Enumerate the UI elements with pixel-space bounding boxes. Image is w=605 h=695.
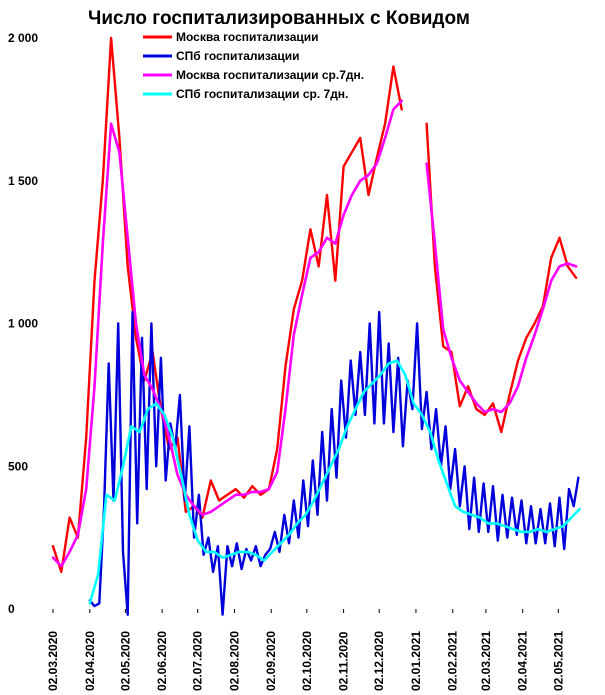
- legend-label: Москва госпитализации ср.7дн.: [176, 68, 364, 82]
- x-tick-label: 02.12.2020: [372, 631, 386, 691]
- x-tick-label: 02.10.2020: [300, 631, 314, 691]
- x-tick-label: 02.01.2021: [409, 631, 423, 691]
- series-line: [51, 36, 403, 574]
- x-tick-label: 02.03.2020: [46, 631, 60, 691]
- series-line: [51, 99, 404, 568]
- chart-title: Число госпитализированных с Ковидом: [88, 8, 470, 29]
- y-tick-label: 1 500: [8, 174, 38, 188]
- x-tick-label: 02.04.2020: [83, 631, 97, 691]
- x-tick-label: 02.09.2020: [264, 631, 278, 691]
- x-tick-label: 02.11.2020: [337, 631, 351, 691]
- y-tick-label: 0: [8, 602, 15, 616]
- series-line: [88, 359, 581, 605]
- legend-label: СПб госпитализации: [176, 49, 300, 63]
- series-line: [425, 162, 578, 414]
- series-3: [88, 359, 581, 605]
- series-2: [51, 99, 578, 568]
- x-axis: 02.03.2020 02.04.2020 02.05.2020 02.06.2020…: [46, 609, 565, 691]
- x-tick-label: 02.04.2021: [516, 631, 530, 691]
- series-line: [88, 310, 580, 616]
- legend: Москва госпитализации СПб госпитализации М…: [143, 30, 364, 101]
- y-tick-label: 500: [8, 459, 28, 473]
- legend-label: Москва госпитализации: [176, 30, 319, 44]
- y-axis: 0 500 1 000 1 500 2 000: [8, 31, 38, 616]
- series-layer: [51, 36, 581, 616]
- x-tick-label: 02.03.2021: [479, 631, 493, 691]
- legend-label: СПб госпитализации ср. 7дн.: [176, 87, 348, 101]
- series-0: [51, 36, 578, 574]
- y-tick-label: 1 000: [8, 317, 38, 331]
- y-tick-label: 2 000: [8, 31, 38, 45]
- x-tick-label: 02.02.2021: [446, 631, 460, 691]
- x-tick-label: 02.05.2021: [551, 631, 565, 691]
- series-line: [425, 122, 578, 434]
- x-tick-label: 02.08.2020: [227, 631, 241, 691]
- series-1: [88, 310, 580, 616]
- x-tick-label: 02.06.2020: [155, 631, 169, 691]
- x-tick-label: 02.05.2020: [118, 631, 132, 691]
- x-tick-label: 02.07.2020: [191, 631, 205, 691]
